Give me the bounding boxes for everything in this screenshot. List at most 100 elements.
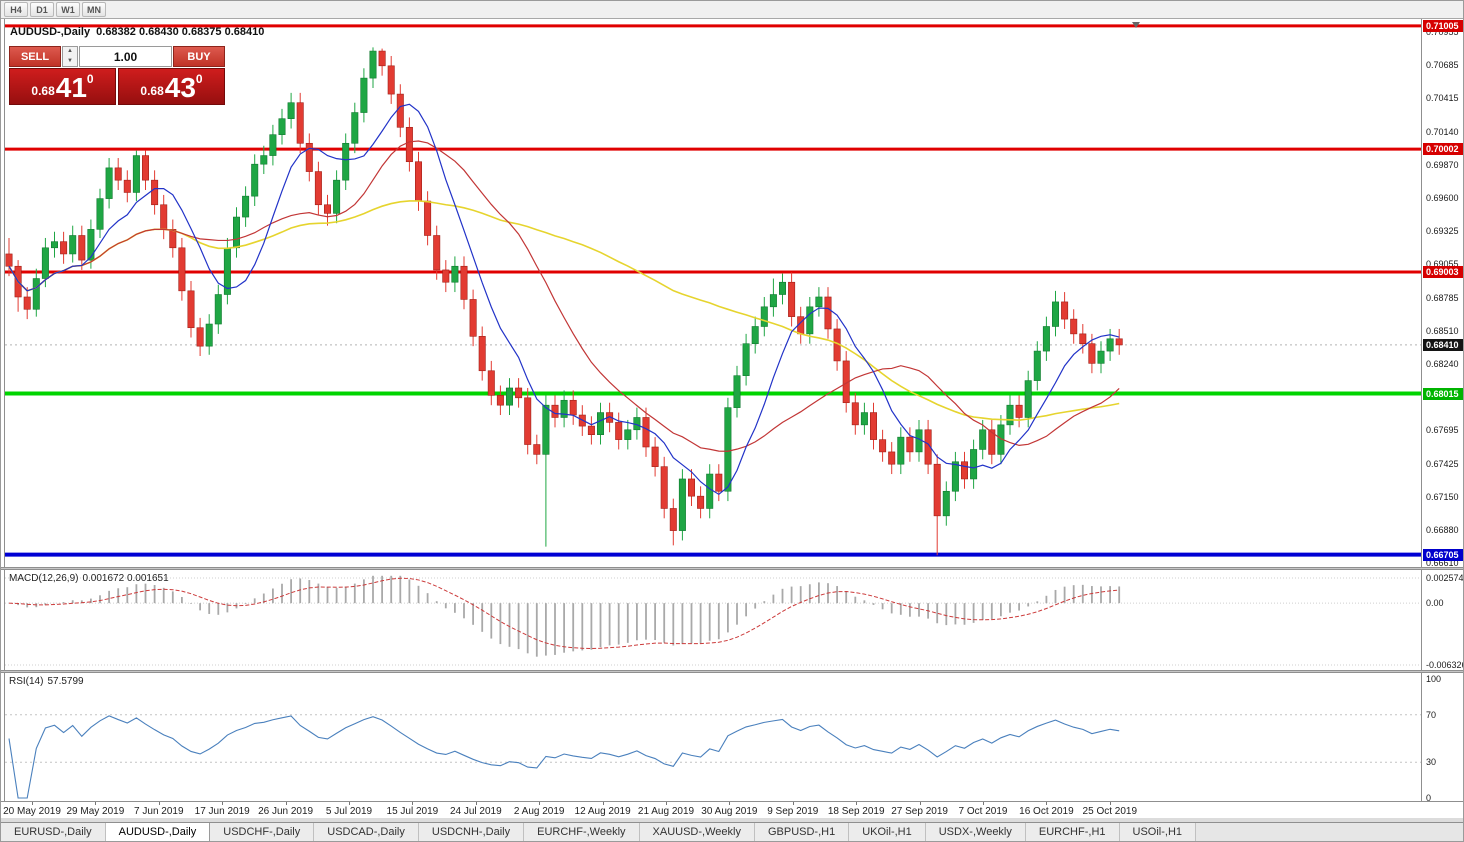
timeframe-h4[interactable]: H4 bbox=[4, 2, 28, 17]
sell-price-sup: 0 bbox=[86, 72, 94, 86]
chart-tab-eurchf-weekly[interactable]: EURCHF-,Weekly bbox=[524, 823, 640, 841]
price-axis-label: 0.67695 bbox=[1426, 425, 1459, 436]
date-tick bbox=[983, 802, 984, 805]
chart-tab-usoil-h1[interactable]: USOil-,H1 bbox=[1119, 823, 1197, 841]
chart-tab-gbpusd-h1[interactable]: GBPUSD-,H1 bbox=[754, 823, 850, 841]
buy-price-sup: 0 bbox=[195, 72, 203, 86]
pane-splitter[interactable] bbox=[1, 670, 1463, 673]
volume-decrease-button[interactable]: ▼ bbox=[67, 57, 73, 64]
chart-title: AUDUSD-,Daily 0.68382 0.68430 0.68375 0.… bbox=[10, 26, 267, 38]
price-badge: 0.66705 bbox=[1423, 548, 1463, 561]
price-axis-label: 0.69325 bbox=[1426, 226, 1459, 237]
chart-tab-eurchf-h1[interactable]: EURCHF-,H1 bbox=[1025, 823, 1120, 841]
macd-chart[interactable] bbox=[5, 570, 1421, 670]
chart-window-edge bbox=[4, 19, 5, 818]
one-click-trade-panel: SELL ▲ ▼ BUY 0.68410 0.68430 bbox=[9, 46, 225, 105]
price-axis-label: 0.69055 bbox=[1426, 259, 1459, 270]
chart-tab-usdcad-daily[interactable]: USDCAD-,Daily bbox=[314, 823, 419, 841]
date-label: 26 Jun 2019 bbox=[258, 806, 314, 817]
horizontal-scrollbar[interactable] bbox=[1, 818, 1463, 822]
chart-tab-usdx-weekly[interactable]: USDX-,Weekly bbox=[925, 823, 1026, 841]
date-tick bbox=[666, 802, 667, 805]
rsi-axis-label: 100 bbox=[1426, 674, 1442, 684]
price-axis-label: 0.69870 bbox=[1426, 159, 1459, 170]
macd-axis: 0.002574 0.00 -0.006326 bbox=[1421, 570, 1463, 670]
chart-tab-xauusd-weekly[interactable]: XAUUSD-,Weekly bbox=[639, 823, 755, 841]
macd-name: MACD(12,26,9) bbox=[9, 573, 79, 584]
price-axis-label: 0.66880 bbox=[1426, 525, 1459, 535]
rsi-axis-label: 0 bbox=[1426, 793, 1432, 803]
date-label: 7 Oct 2019 bbox=[958, 806, 1008, 817]
macd-signal-line bbox=[8, 577, 1120, 650]
chart-tab-usdchf-daily[interactable]: USDCHF-,Daily bbox=[210, 823, 315, 841]
macd-label: MACD(12,26,9) 0.001672 0.001651 bbox=[9, 573, 173, 584]
date-tick bbox=[792, 802, 794, 805]
buy-price-display[interactable]: 0.68 43 0 bbox=[118, 68, 225, 105]
date-label: 18 Sep 2019 bbox=[827, 806, 885, 817]
date-label: 7 Jun 2019 bbox=[134, 806, 184, 817]
chart-tab-ukoil-h1[interactable]: UKOil-,H1 bbox=[849, 823, 926, 841]
timeframe-mn[interactable]: MN bbox=[82, 2, 106, 17]
date-tick bbox=[856, 802, 858, 805]
rsi-label: RSI(14) 57.5799 bbox=[9, 676, 88, 687]
candles bbox=[5, 47, 1123, 556]
date-tick bbox=[602, 802, 604, 805]
date-label: 24 Jul 2019 bbox=[449, 806, 502, 817]
date-label: 5 Jul 2019 bbox=[325, 806, 373, 817]
buy-button[interactable]: BUY bbox=[173, 46, 225, 67]
price-badge: 0.68410 bbox=[1423, 338, 1463, 351]
price-axis-label: 0.68510 bbox=[1426, 325, 1459, 336]
rsi-axis-label: 70 bbox=[1426, 709, 1437, 720]
rsi-axis-label: 30 bbox=[1426, 757, 1437, 768]
macd-histogram bbox=[17, 575, 1121, 657]
date-label: 20 May 2019 bbox=[3, 806, 61, 817]
sell-button[interactable]: SELL bbox=[9, 46, 61, 67]
price-badge: 0.68015 bbox=[1423, 387, 1463, 400]
date-tick bbox=[95, 802, 97, 805]
volume-spinner[interactable]: ▲ ▼ bbox=[62, 46, 78, 67]
date-label: 30 Aug 2019 bbox=[701, 806, 758, 817]
price-axis-label: 0.70415 bbox=[1426, 93, 1459, 104]
buy-price-base: 0.68 bbox=[140, 84, 164, 98]
rsi-axis: 100 70 30 0 bbox=[1421, 673, 1463, 803]
timeframe-d1[interactable]: D1 bbox=[30, 2, 54, 17]
date-tick bbox=[349, 802, 350, 805]
sell-price-display[interactable]: 0.68 41 0 bbox=[9, 68, 116, 105]
price-axis-label: 0.68785 bbox=[1426, 292, 1459, 303]
chart-tab-eurusd-daily[interactable]: EURUSD-,Daily bbox=[1, 823, 106, 841]
main-chart-pane: AUDUSD-,Daily 0.68382 0.68430 0.68375 0.… bbox=[1, 19, 1463, 569]
sell-price-base: 0.68 bbox=[31, 84, 55, 98]
candlestick-chart[interactable] bbox=[5, 19, 1421, 567]
date-label: 9 Sep 2019 bbox=[767, 806, 819, 817]
price-axis-label: 0.68240 bbox=[1426, 359, 1459, 369]
date-tick bbox=[222, 802, 224, 805]
date-tick bbox=[729, 802, 731, 805]
sell-price-big: 41 bbox=[55, 72, 87, 103]
macd-values: 0.001672 0.001651 bbox=[82, 573, 169, 584]
date-label: 2 Aug 2019 bbox=[513, 806, 565, 817]
timeframe-w1[interactable]: W1 bbox=[56, 2, 80, 17]
chart-tab-usdcnh-daily[interactable]: USDCNH-,Daily bbox=[418, 823, 525, 841]
price-axis-label: 0.66610 bbox=[1426, 558, 1459, 569]
rsi-line bbox=[8, 715, 1120, 799]
rsi-name: RSI(14) bbox=[9, 676, 44, 687]
rsi-chart[interactable] bbox=[5, 673, 1421, 801]
chart-tab-audusd-daily[interactable]: AUDUSD-,Daily bbox=[105, 823, 211, 841]
date-tick bbox=[1109, 802, 1111, 805]
date-tick bbox=[539, 802, 541, 805]
rsi-pane: RSI(14) 57.5799 100 70 30 0 bbox=[1, 673, 1463, 803]
date-tick bbox=[32, 802, 33, 805]
timeframe-toolbar: H4 D1 W1 MN bbox=[1, 1, 1463, 19]
date-axis[interactable]: 20 May 2019 29 May 2019 7 Jun 2019 17 Jun 2… bbox=[1, 801, 1463, 818]
pane-splitter[interactable] bbox=[1, 567, 1463, 570]
volume-increase-button[interactable]: ▲ bbox=[67, 48, 73, 54]
buy-price-big: 43 bbox=[164, 72, 196, 103]
price-axis[interactable]: 0.70955 0.70685 0.70415 0.70140 0.69870 0.696… bbox=[1421, 19, 1463, 569]
date-tick bbox=[285, 802, 287, 805]
volume-input[interactable] bbox=[80, 47, 171, 66]
macd-pane: MACD(12,26,9) 0.001672 0.001651 0.002574 0… bbox=[1, 570, 1463, 670]
date-label: 15 Jul 2019 bbox=[386, 806, 439, 817]
date-tick bbox=[158, 802, 160, 805]
price-axis-label: 0.70955 bbox=[1426, 27, 1459, 37]
